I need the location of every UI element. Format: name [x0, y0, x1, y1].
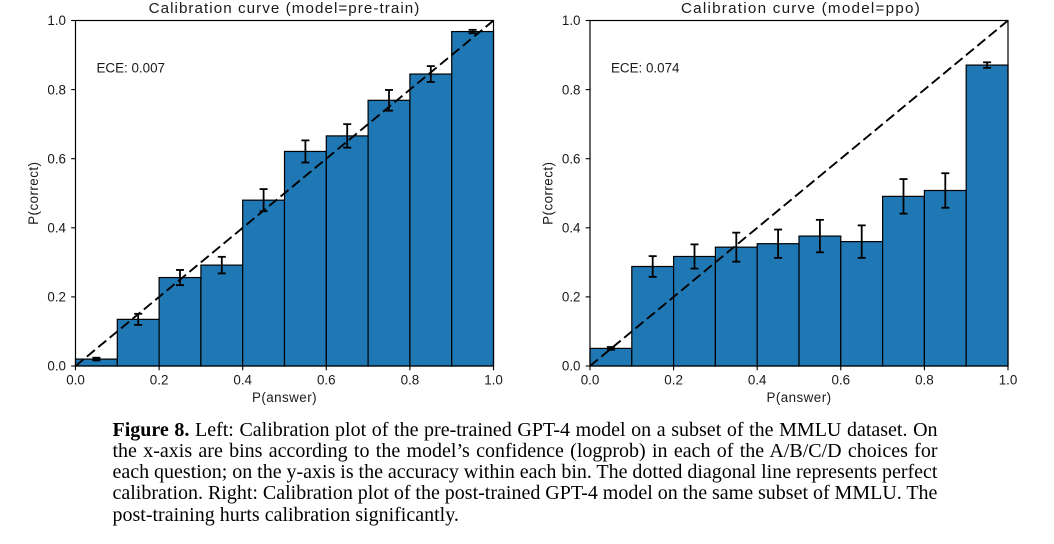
svg-text:0.4: 0.4: [47, 221, 66, 236]
svg-text:0.6: 0.6: [562, 151, 581, 166]
svg-text:0.8: 0.8: [47, 82, 66, 97]
svg-text:0.2: 0.2: [47, 290, 66, 305]
svg-text:1.0: 1.0: [562, 13, 581, 28]
svg-text:ECE: 0.007: ECE: 0.007: [97, 60, 165, 75]
svg-text:1.0: 1.0: [999, 373, 1018, 388]
svg-text:0.6: 0.6: [317, 373, 336, 388]
svg-text:P(correct): P(correct): [541, 162, 556, 225]
svg-text:ECE: 0.074: ECE: 0.074: [611, 60, 680, 75]
svg-text:0.8: 0.8: [401, 373, 420, 388]
svg-text:0.2: 0.2: [150, 373, 169, 388]
svg-text:0.0: 0.0: [581, 373, 600, 388]
svg-text:Calibration curve (model=ppo): Calibration curve (model=ppo): [681, 0, 921, 17]
svg-text:P(answer): P(answer): [766, 390, 831, 405]
svg-text:0.4: 0.4: [562, 221, 581, 236]
svg-text:0.2: 0.2: [664, 373, 683, 388]
svg-text:P(answer): P(answer): [252, 390, 317, 405]
svg-text:0.4: 0.4: [748, 373, 767, 388]
svg-text:0.0: 0.0: [47, 359, 66, 374]
svg-text:0.0: 0.0: [66, 373, 85, 388]
svg-text:0.8: 0.8: [915, 373, 934, 388]
svg-text:0.6: 0.6: [47, 151, 66, 166]
svg-text:0.2: 0.2: [562, 290, 581, 305]
svg-text:1.0: 1.0: [484, 373, 503, 388]
svg-text:0.0: 0.0: [562, 359, 581, 374]
svg-text:0.4: 0.4: [233, 373, 252, 388]
svg-text:Calibration curve (model=pre-t: Calibration curve (model=pre-train): [149, 0, 421, 17]
svg-text:P(correct): P(correct): [26, 162, 41, 225]
svg-text:0.8: 0.8: [562, 82, 581, 97]
svg-text:0.6: 0.6: [831, 373, 850, 388]
svg-text:1.0: 1.0: [47, 13, 66, 28]
